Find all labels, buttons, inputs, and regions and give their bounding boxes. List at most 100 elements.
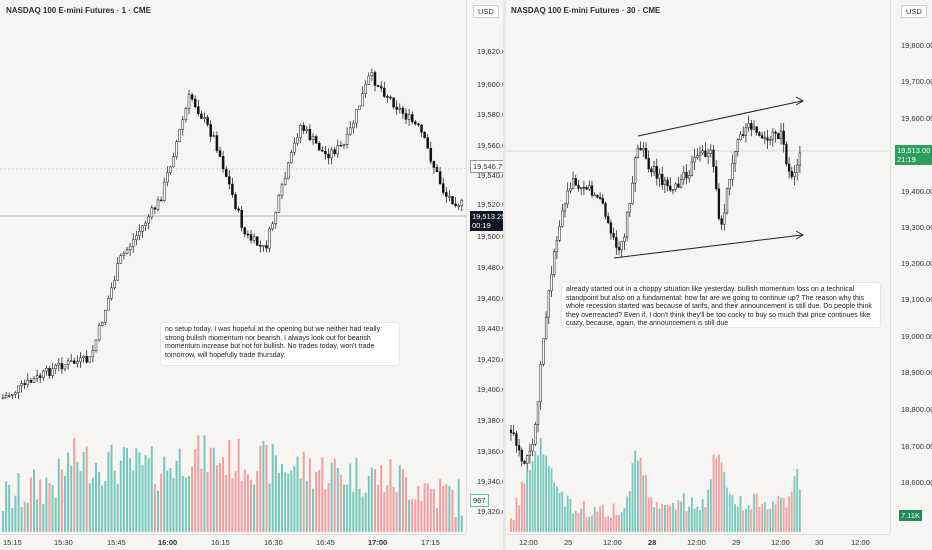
right-price-axis[interactable]: USD 19,800.00 19,700.00 19,600.00 19,200… — [890, 0, 932, 534]
volume-bar — [539, 437, 542, 532]
candle-body — [141, 225, 144, 232]
right-annotation-note[interactable]: already started out in a choppy situatio… — [561, 282, 881, 328]
candle-body — [79, 357, 82, 362]
volume-bar — [761, 504, 763, 532]
volume-bar — [677, 500, 680, 532]
candle-body — [361, 93, 364, 107]
volume-bar — [308, 458, 311, 532]
volume-bar — [293, 466, 296, 532]
candle-body — [623, 236, 626, 242]
volume-bar — [290, 470, 293, 532]
volume-bar — [188, 476, 190, 532]
candle-body — [782, 130, 785, 145]
candle-body — [29, 380, 33, 383]
volume-bar — [658, 508, 661, 532]
candle-body — [577, 184, 580, 189]
right-y-tick: 19,200.00 — [901, 259, 932, 268]
candle-body — [113, 279, 116, 289]
candle-body — [76, 361, 79, 364]
volume-bar — [194, 449, 197, 532]
left-y-tick: 19,540.00 — [477, 171, 503, 180]
candle-body — [650, 168, 653, 173]
volume-bar — [512, 519, 515, 532]
volume-bar — [785, 507, 788, 532]
left-price-axis[interactable]: USD 19,620.00 19,600.00 19,580.00 19,560… — [466, 0, 503, 534]
candle-body — [224, 168, 228, 177]
candle-body — [82, 356, 85, 359]
volume-bar — [219, 463, 221, 532]
candle-body — [268, 228, 271, 249]
candle-body — [796, 164, 799, 173]
volume-bar — [793, 476, 796, 532]
volume-bar — [542, 454, 545, 532]
volume-bar — [701, 499, 704, 532]
volume-bar — [796, 468, 799, 532]
candle-body — [249, 234, 253, 241]
candle-body — [104, 309, 107, 323]
volume-bar — [352, 492, 355, 532]
volume-bar — [51, 484, 54, 532]
right-chart-title: NASDAQ 100 E-mini Futures · 30 · CME — [511, 6, 661, 15]
left-y-tick: 19,480.00 — [477, 263, 503, 272]
volume-bar — [361, 496, 364, 532]
pane-divider[interactable] — [503, 0, 506, 550]
candle-body — [221, 156, 225, 170]
left-price-chart[interactable] — [0, 0, 503, 550]
volume-bar — [655, 501, 658, 532]
volume-bar — [736, 506, 739, 532]
candle-body — [454, 203, 457, 206]
candle-body — [51, 368, 54, 376]
candle-body — [342, 144, 346, 146]
volume-bar — [380, 465, 383, 532]
candle-body — [150, 207, 154, 218]
candle-body — [517, 445, 521, 451]
right-x-tick: 25 — [564, 538, 573, 547]
candle-body — [175, 141, 178, 157]
left-currency-button[interactable]: USD — [473, 5, 499, 18]
candle-body — [407, 114, 411, 120]
candle-body — [370, 72, 374, 77]
candle-body — [625, 211, 629, 238]
volume-bar — [610, 517, 612, 532]
right-y-tick: 18,700.00 — [901, 442, 932, 451]
right-currency-button[interactable]: USD — [901, 5, 927, 18]
volume-bar — [405, 477, 407, 532]
candle-body — [348, 127, 352, 135]
volume-bar — [564, 506, 566, 532]
volume-bar — [153, 483, 156, 532]
volume-bar — [107, 452, 110, 532]
candle-body — [585, 187, 588, 190]
volume-bar — [336, 468, 339, 532]
right-x-tick: 12:00 — [687, 538, 706, 547]
candle-body — [169, 166, 172, 173]
volume-bar — [696, 506, 699, 532]
left-y-tick: 19,600.00 — [477, 80, 503, 89]
volume-bar — [23, 501, 26, 532]
right-volume-tag: 7.11K — [899, 510, 923, 521]
right-chart-pane[interactable]: NASDAQ 100 E-mini Futures · 30 · CME USD… — [506, 0, 932, 550]
left-chart-pane[interactable]: NASDAQ 100 E-mini Futures · 1 · CME USD … — [0, 0, 503, 550]
volume-bar — [132, 470, 135, 532]
right-x-tick: 12:00 — [519, 538, 538, 547]
volume-bar — [175, 460, 178, 532]
volume-bar — [429, 489, 432, 532]
volume-bar — [374, 469, 376, 532]
candle-body — [410, 114, 414, 123]
candle-body — [63, 364, 67, 370]
volume-bar — [262, 440, 265, 532]
left-y-tick: 19,400.00 — [477, 385, 503, 394]
volume-bar — [777, 495, 780, 532]
candle-body — [731, 163, 734, 180]
volume-bar — [367, 476, 370, 532]
volume-bar — [653, 507, 655, 532]
right-price-chart[interactable] — [506, 0, 932, 550]
volume-bar — [274, 455, 277, 532]
volume-bar — [147, 458, 150, 532]
volume-bar — [574, 510, 577, 532]
left-annotation-note[interactable]: no setup today. I was hopeful at the ope… — [160, 322, 400, 366]
candle-body — [240, 209, 243, 228]
volume-bar — [370, 467, 373, 532]
volume-bar — [728, 493, 731, 532]
volume-bar — [566, 495, 569, 532]
candle-body — [265, 245, 268, 249]
